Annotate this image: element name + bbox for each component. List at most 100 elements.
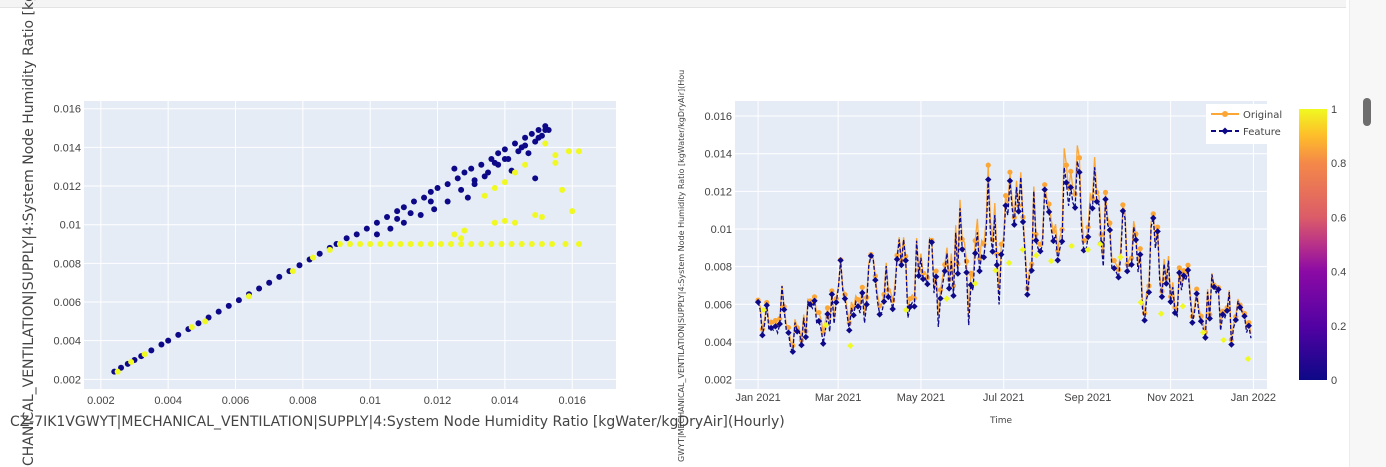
series-marker-feature	[854, 303, 862, 310]
scatter-point	[559, 186, 566, 193]
line-x-tick: Mar 2021	[815, 392, 861, 404]
series-marker-original	[859, 284, 865, 290]
scatter-y-tick: 0.006	[53, 297, 81, 309]
line-y-tick: 0.012	[704, 186, 732, 198]
anomaly-marker	[992, 267, 999, 274]
series-marker-original	[785, 324, 792, 331]
scatter-point	[353, 231, 360, 238]
scatter-point	[485, 169, 492, 176]
series-marker-feature	[1145, 288, 1153, 296]
series-marker-original	[1176, 265, 1182, 271]
line-y-tick: 0.004	[704, 337, 732, 349]
scatter-point	[444, 181, 451, 188]
scatter-point	[343, 235, 350, 242]
scatter-point	[407, 241, 414, 248]
scatter-point	[478, 241, 485, 248]
anomaly-marker	[1084, 246, 1092, 253]
line-y-axis-title: GWYT|MECHANICAL_VENTILATION|SUPPLY|4:Sys…	[677, 70, 686, 462]
series-marker-feature	[1019, 218, 1027, 226]
scatter-point	[316, 250, 323, 257]
series-marker-feature	[1110, 265, 1118, 272]
scatter-x-tick: 0.008	[289, 395, 317, 407]
scatter-point	[461, 169, 468, 176]
anomaly-marker	[1220, 336, 1227, 344]
series-marker-feature	[976, 267, 983, 275]
scatter-x-tick: 0.016	[558, 395, 586, 407]
series-marker-feature	[1150, 214, 1157, 222]
scrollbar-thumb[interactable]	[1363, 98, 1371, 126]
legend-marker-original	[1222, 111, 1228, 117]
scatter-point	[276, 273, 283, 280]
series-marker-feature	[1219, 311, 1226, 318]
scatter-y-axis-title: CHANICAL_VENTILATION|SUPPLY|4:System Nod…	[21, 0, 37, 466]
line-y-tick: 0.002	[704, 375, 732, 387]
series-marker-feature	[1167, 298, 1174, 305]
series-marker-feature	[1032, 237, 1040, 244]
series-marker-feature	[972, 250, 979, 257]
scatter-point	[532, 212, 539, 219]
scatter-x-tick: 0.002	[87, 395, 115, 407]
scatter-points	[111, 123, 582, 375]
legend-box	[1206, 104, 1288, 144]
scatter-point	[128, 358, 135, 365]
series-marker-feature	[820, 340, 827, 347]
scatter-point	[491, 184, 498, 191]
scatter-point	[296, 262, 303, 269]
series-marker-feature	[919, 275, 927, 283]
scatter-point	[202, 318, 209, 325]
series-marker-feature	[776, 320, 783, 328]
scatter-point	[458, 235, 465, 242]
scatter-point	[195, 320, 202, 327]
top-toolbar-strip	[0, 0, 1346, 8]
anomaly-marker	[1033, 252, 1040, 259]
scatter-point	[394, 215, 401, 222]
scatter-point	[501, 146, 508, 153]
series-marker-feature	[1223, 307, 1231, 314]
line-legend[interactable]: Original Feature	[1206, 104, 1288, 144]
series-marker-feature	[880, 298, 888, 305]
series-marker-feature	[872, 276, 879, 284]
scatter-point	[511, 169, 518, 176]
scatter-point	[501, 179, 508, 186]
series-marker-feature	[1102, 196, 1109, 203]
series-marker-original	[824, 305, 831, 311]
line-x-tick: Nov 2021	[1147, 392, 1194, 404]
series-marker-original	[1246, 319, 1252, 326]
scatter-point	[309, 254, 316, 261]
scatter-point	[387, 241, 394, 248]
series-marker-feature	[1189, 319, 1196, 326]
line-x-tick: Sep 2021	[1064, 392, 1111, 404]
series-marker-original	[903, 253, 909, 259]
scatter-point	[542, 126, 549, 133]
line-y-tick: 0.006	[704, 299, 732, 311]
scatter-y-tick: 0.01	[60, 220, 81, 232]
scatter-x-tick: 0.004	[154, 395, 182, 407]
scatter-point	[336, 241, 343, 248]
scatter-point	[118, 364, 125, 371]
page-scrollbar[interactable]	[1349, 0, 1386, 467]
series-marker-feature	[1232, 316, 1239, 324]
series-marker-feature	[828, 291, 836, 298]
series-marker-feature	[1158, 293, 1166, 300]
legend-item-feature[interactable]: Feature	[1211, 127, 1281, 138]
series-marker-feature	[1106, 226, 1114, 234]
series-marker-feature	[1063, 179, 1070, 186]
series-marker-original	[872, 273, 878, 279]
series-marker-original	[1042, 182, 1048, 188]
series-marker-feature	[1041, 186, 1048, 193]
series-marker-feature	[789, 348, 797, 355]
legend-item-original[interactable]: Original	[1211, 110, 1282, 121]
series-marker-feature	[1089, 205, 1096, 212]
scatter-point	[377, 241, 384, 248]
scatter-point	[458, 186, 465, 193]
anomaly-marker	[822, 321, 830, 329]
scatter-point	[518, 241, 525, 248]
series-marker-original	[1137, 246, 1143, 252]
anomaly-marker	[847, 342, 854, 349]
scatter-point	[266, 279, 273, 286]
series-marker-original	[1107, 220, 1113, 226]
series-marker-feature	[1184, 266, 1192, 274]
series-marker-original	[1194, 286, 1200, 292]
scatter-point	[326, 246, 333, 253]
scatter-point	[575, 241, 582, 248]
